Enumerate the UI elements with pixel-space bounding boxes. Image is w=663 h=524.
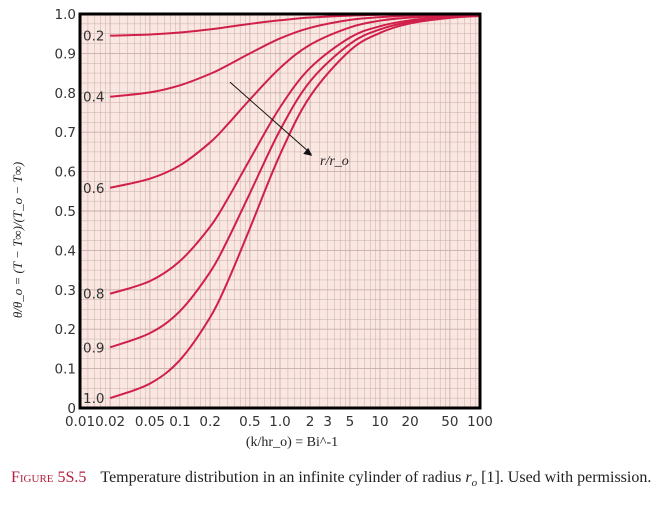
x-tick-label: 3 bbox=[323, 414, 332, 430]
x-tick-label: 1.0 bbox=[269, 414, 290, 430]
curve-label: 0.8 bbox=[83, 287, 104, 303]
y-tick-label: 0.6 bbox=[55, 165, 76, 181]
y-tick-label: 0.4 bbox=[55, 243, 76, 259]
arrow-line bbox=[229, 81, 312, 155]
y-tick-label: 0.2 bbox=[55, 322, 76, 338]
x-tick-label: 10 bbox=[371, 414, 388, 430]
curve-r-0.4 bbox=[109, 13, 481, 98]
curve-label: 0.9 bbox=[83, 340, 104, 356]
caption-symbol: r bbox=[465, 469, 472, 486]
x-tick-label: 0.01 bbox=[65, 414, 95, 430]
curve-label: 0.4 bbox=[83, 90, 104, 106]
y-tick-label: 1.0 bbox=[55, 7, 76, 23]
figure-number: Figure 5S.5 bbox=[11, 469, 87, 486]
annotation-label: r/r_o bbox=[320, 154, 349, 169]
curve-labels: 0.2 0.4 0.6 0.8 0.9 1.0 bbox=[83, 29, 104, 407]
caption-text: Temperature distribution in an infinite … bbox=[100, 469, 466, 486]
x-tick-label: 5 bbox=[346, 414, 355, 430]
curves bbox=[109, 12, 481, 400]
y-tick-labels: 0 0.1 0.2 0.3 0.4 0.5 0.6 0.7 0.8 0.9 1.0 bbox=[55, 7, 76, 417]
y-tick-label: 0.5 bbox=[55, 204, 76, 220]
x-tick-label: 100 bbox=[467, 414, 493, 430]
x-tick-label: 0.02 bbox=[95, 414, 125, 430]
y-tick-label: 0.8 bbox=[55, 86, 76, 102]
grid bbox=[79, 14, 480, 408]
curve-r-0.9 bbox=[109, 14, 481, 349]
curve-r-0.6 bbox=[109, 13, 481, 189]
x-tick-label: 0.1 bbox=[169, 414, 190, 430]
curve-label: 0.6 bbox=[83, 181, 104, 197]
annotation-arrow bbox=[229, 81, 313, 156]
x-tick-label: 0.05 bbox=[135, 414, 165, 430]
y-tick-label: 0.3 bbox=[55, 283, 76, 299]
y-tick-label: 0.7 bbox=[55, 125, 76, 141]
curve-r-0.8 bbox=[109, 14, 481, 295]
x-tick-labels: 0.01 0.02 0.05 0.1 0.2 0.5 1.0 2 3 5 10 20 50 100 bbox=[65, 414, 493, 430]
figure-caption: Figure 5S.5 Temperature distribution in a… bbox=[11, 466, 661, 495]
plot-frame bbox=[78, 12, 482, 410]
y-axis-label: θ/θ_o = (T − T∞)/(T_o − T∞) bbox=[10, 162, 25, 318]
y-tick-label: 0.1 bbox=[55, 362, 76, 378]
x-tick-label: 0.5 bbox=[239, 414, 260, 430]
arrow-head-icon bbox=[303, 147, 313, 156]
heisler-chart: 0.20.40.60.80.91.0 r/r_o 00.10.20.30.40.… bbox=[10, 7, 493, 450]
caption-text-end: [1]. Used with permission. bbox=[477, 469, 652, 486]
x-tick-label: 0.2 bbox=[199, 414, 220, 430]
x-tick-label: 2 bbox=[306, 414, 315, 430]
curve-label: 0.2 bbox=[83, 29, 104, 45]
y-tick-label: 0 bbox=[67, 401, 76, 417]
x-tick-label: 50 bbox=[441, 414, 458, 430]
curve-label: 1.0 bbox=[83, 391, 104, 407]
x-tick-label: 20 bbox=[402, 414, 419, 430]
caption-symbol-sub: o bbox=[471, 477, 478, 490]
x-axis-label: (k/hr_o) = Bi^-1 bbox=[246, 435, 338, 450]
y-tick-label: 0.9 bbox=[55, 46, 76, 62]
curve-r-1.0 bbox=[109, 14, 481, 400]
